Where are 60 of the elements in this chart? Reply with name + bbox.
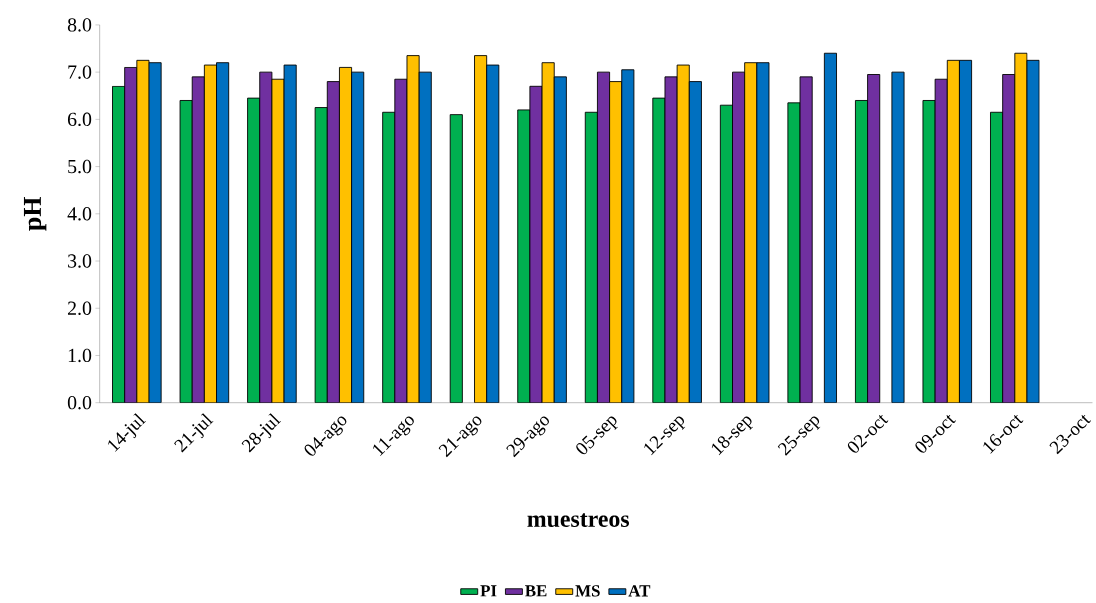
y-tick-label: 8.0 [67, 18, 92, 32]
bar [609, 81, 623, 403]
bar [596, 71, 611, 403]
bar [652, 97, 666, 403]
y-tick-label: 7.0 [68, 65, 92, 79]
bar [732, 71, 746, 403]
y-tick-label: 0.0 [67, 395, 92, 410]
bar [191, 76, 205, 403]
bar [756, 62, 770, 403]
bar [934, 78, 948, 403]
legend-label: BE [525, 585, 547, 597]
bar [744, 62, 758, 403]
legend-label: MS [575, 585, 600, 597]
bar [382, 111, 396, 403]
bar [247, 97, 261, 403]
bar [958, 59, 973, 403]
y-tick-label: 3.0 [68, 254, 92, 268]
bar [148, 62, 162, 403]
bar [867, 74, 881, 403]
bar [112, 85, 126, 403]
bar [946, 59, 960, 403]
y-tick-label: 2.0 [67, 301, 92, 315]
bar [339, 66, 353, 403]
bar [326, 81, 340, 403]
bar [486, 64, 500, 403]
x-axis-title: muestreos [527, 513, 630, 528]
bar [136, 59, 150, 403]
bar [351, 71, 365, 403]
bar [259, 71, 273, 403]
y-axis-title: pH [23, 197, 47, 231]
bar [394, 78, 408, 403]
bar [990, 111, 1004, 403]
legend-label: PI [480, 585, 497, 597]
bar [719, 104, 733, 403]
bar [474, 55, 488, 403]
bar [203, 64, 217, 403]
bar [449, 114, 463, 403]
y-tick-label: 1.0 [68, 348, 92, 363]
bar [216, 62, 230, 403]
bar [1002, 74, 1016, 403]
legend-label: AT [628, 585, 651, 597]
bar [1014, 52, 1028, 403]
bar [688, 81, 702, 403]
bar [418, 71, 432, 403]
bar [854, 100, 869, 403]
bar [517, 109, 531, 403]
bar [584, 111, 598, 403]
bar [621, 69, 635, 403]
bar [283, 64, 297, 403]
bar [314, 107, 328, 403]
bar [823, 52, 837, 403]
y-tick-label: 6.0 [67, 112, 92, 127]
y-tick-label: 4.0 [67, 207, 92, 221]
bar [124, 66, 138, 403]
bar [553, 76, 567, 403]
bar [541, 62, 555, 403]
bar [676, 64, 690, 403]
bar [799, 76, 813, 403]
y-tick-label: 5.0 [68, 159, 92, 174]
bar [179, 100, 193, 403]
